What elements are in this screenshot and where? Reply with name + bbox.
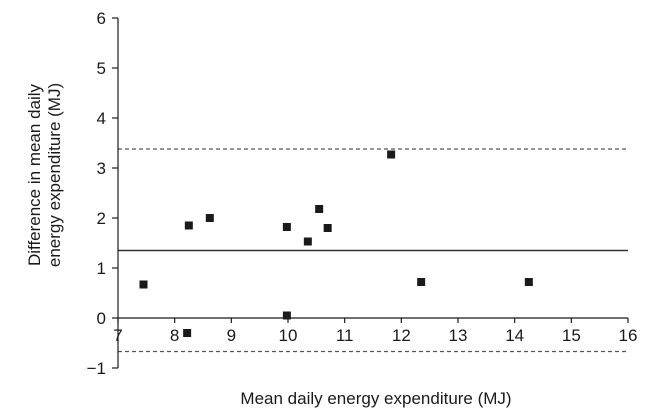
axes <box>117 18 628 368</box>
y-axis-ticks: −1 0 1 2 3 4 5 6 <box>87 9 118 378</box>
data-point <box>139 280 148 289</box>
y-axis-label-line-1: Difference in mean daily <box>25 83 44 266</box>
data-point <box>303 237 312 246</box>
data-point <box>387 150 396 159</box>
x-tick-label: 7 <box>113 326 122 345</box>
data-point <box>282 223 291 231</box>
x-tick-label: 11 <box>336 326 354 345</box>
y-tick-label: 6 <box>97 9 106 28</box>
data-point <box>205 214 214 222</box>
y-tick-label: −1 <box>87 359 106 378</box>
data-point <box>323 224 332 232</box>
x-tick-label: 8 <box>170 326 179 345</box>
y-axis-label-line-2: energy expenditure (MJ) <box>45 83 64 267</box>
y-tick-label: 2 <box>97 209 106 228</box>
y-tick-label: 4 <box>97 109 106 128</box>
x-axis-ticks: 7 8 9 10 11 12 13 14 15 16 <box>113 318 637 345</box>
data-point <box>315 205 324 213</box>
x-tick-label: 10 <box>279 326 298 345</box>
y-tick-label: 1 <box>97 259 106 278</box>
x-tick-label: 13 <box>449 326 468 345</box>
data-point <box>183 329 192 337</box>
reference-lines <box>118 148 628 353</box>
y-tick-label: 5 <box>97 59 106 78</box>
data-point <box>282 311 291 320</box>
x-tick-label: 14 <box>505 326 524 345</box>
x-axis-label: Mean daily energy expenditure (MJ) <box>240 389 511 408</box>
x-tick-label: 15 <box>562 326 581 345</box>
data-point <box>184 221 193 230</box>
data-point <box>417 278 426 286</box>
x-tick-label: 9 <box>227 326 236 345</box>
y-tick-label: 0 <box>97 309 106 328</box>
y-tick-label: 3 <box>97 159 106 178</box>
data-point <box>524 278 533 286</box>
x-tick-label: 12 <box>392 326 411 345</box>
data-points <box>139 150 533 337</box>
x-tick-label: 16 <box>619 326 638 345</box>
